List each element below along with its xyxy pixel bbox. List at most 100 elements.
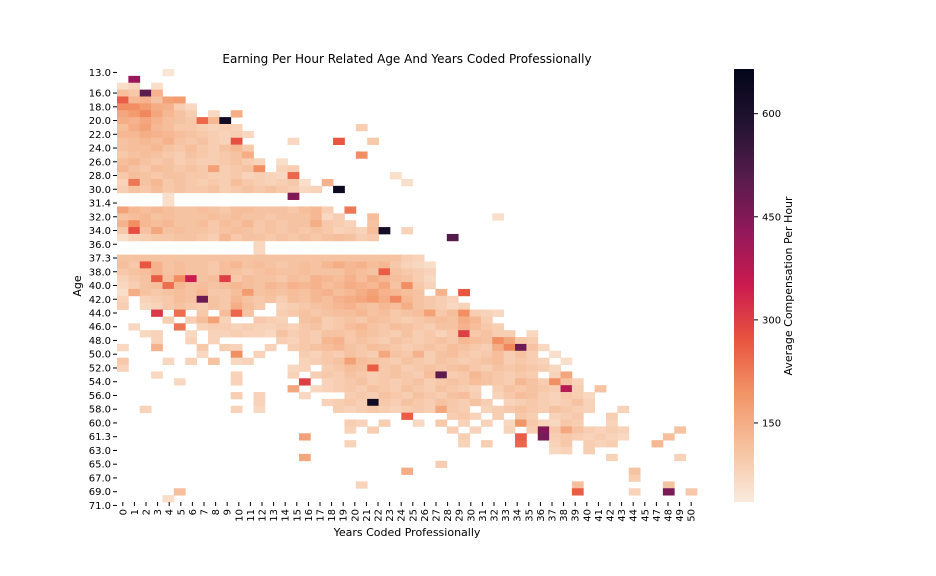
- heatmap-cell: [128, 130, 141, 139]
- heatmap-cell: [276, 288, 288, 297]
- heatmap-cell: [196, 295, 209, 304]
- heatmap-cell: [412, 357, 425, 365]
- heatmap-cell: [219, 288, 232, 297]
- heatmap-cell: [162, 288, 175, 297]
- heatmap-cell: [298, 309, 311, 317]
- heatmap-cell: [128, 282, 141, 290]
- heatmap-cell: [196, 227, 209, 235]
- heatmap-cell: [276, 185, 288, 194]
- heatmap-cell: [435, 460, 448, 469]
- heatmap-cell: [515, 419, 527, 427]
- heatmap-cell: [458, 440, 470, 448]
- heatmap-cell: [253, 185, 266, 194]
- x-tick-label: 13: [269, 509, 280, 522]
- x-tick-label: 48: [664, 509, 675, 522]
- heatmap-cell: [207, 185, 220, 194]
- heatmap-cell: [173, 268, 186, 276]
- x-tick-label: 0: [118, 509, 129, 515]
- heatmap-cell: [219, 178, 232, 187]
- heatmap-cell: [367, 337, 379, 345]
- heatmap-cell: [185, 137, 198, 145]
- heatmap-cell: [435, 378, 448, 386]
- heatmap-cell: [424, 302, 436, 310]
- heatmap-cell: [492, 412, 505, 420]
- heatmap-cell: [389, 172, 402, 180]
- heatmap-cell: [230, 371, 243, 379]
- heatmap-cell: [207, 302, 220, 310]
- heatmap-cell: [298, 392, 311, 400]
- heatmap-cell: [537, 398, 550, 407]
- heatmap-cell: [674, 453, 687, 462]
- heatmap-cell: [469, 426, 482, 434]
- x-tick-label: 35: [524, 509, 535, 522]
- heatmap-cell: [389, 343, 402, 352]
- heatmap-cell: [412, 282, 425, 290]
- x-tick-label: 47: [652, 509, 663, 522]
- heatmap-cell: [117, 117, 129, 125]
- heatmap-cell: [253, 268, 266, 276]
- heatmap-cell: [571, 481, 584, 489]
- heatmap-cell: [583, 447, 596, 455]
- heatmap-cell: [355, 282, 368, 290]
- heatmap-cell: [173, 96, 186, 104]
- heatmap-cell: [549, 371, 561, 379]
- heatmap-cell: [435, 337, 448, 345]
- heatmap-cell: [560, 392, 573, 400]
- heatmap-cell: [321, 261, 334, 269]
- x-tick-label: 49: [675, 509, 686, 522]
- heatmap-cell: [367, 137, 379, 145]
- heatmap-cell: [389, 302, 402, 310]
- heatmap-cell: [503, 378, 516, 386]
- heatmap-cell: [321, 213, 334, 221]
- heatmap-cell: [287, 343, 300, 352]
- heatmap-cell: [287, 165, 300, 173]
- heatmap-cell: [253, 233, 266, 242]
- heatmap-cell: [162, 261, 175, 269]
- heatmap-cell: [242, 295, 254, 304]
- heatmap-cell: [242, 178, 254, 187]
- heatmap-cell: [480, 309, 493, 317]
- chart-title: Earning Per Hour Related Age And Years C…: [222, 52, 591, 66]
- heatmap-cell: [310, 343, 323, 352]
- heatmap-cell: [458, 330, 470, 338]
- heatmap-cell: [128, 206, 141, 214]
- heatmap-cell: [230, 295, 243, 304]
- heatmap-cell: [276, 178, 288, 187]
- heatmap-cell: [344, 233, 357, 242]
- heatmap-cell: [185, 117, 198, 125]
- x-tick-label: 11: [246, 509, 257, 522]
- heatmap-cell: [458, 350, 470, 359]
- heatmap-cell: [503, 337, 516, 345]
- heatmap-cell: [378, 295, 391, 304]
- heatmap-cell: [355, 261, 368, 269]
- heatmap-cell: [321, 357, 334, 365]
- heatmap-cell: [151, 144, 163, 152]
- heatmap-cell: [480, 343, 493, 352]
- heatmap-cell: [242, 165, 254, 173]
- heatmap-cell: [173, 172, 186, 180]
- heatmap-cell: [617, 433, 630, 441]
- heatmap-cell: [560, 412, 573, 420]
- heatmap-cell: [253, 178, 266, 187]
- heatmap-cell: [537, 357, 550, 365]
- heatmap-cell: [446, 316, 459, 324]
- heatmap-cell: [617, 405, 630, 414]
- heatmap-cell: [389, 275, 402, 283]
- heatmap-cell: [378, 371, 391, 379]
- heatmap-cell: [173, 288, 186, 297]
- heatmap-cell: [196, 220, 209, 228]
- heatmap-cell: [344, 275, 357, 283]
- y-tick-label: 61.3: [89, 432, 111, 443]
- heatmap-cell: [344, 378, 357, 386]
- heatmap-cell: [344, 371, 357, 379]
- heatmap-cell: [185, 302, 198, 310]
- heatmap-cell: [185, 144, 198, 152]
- heatmap-cell: [287, 337, 300, 345]
- heatmap-cell: [173, 137, 186, 145]
- y-axis-ticks: 13.0 16.0 18.0 20.0 22.0 24.0 26.0 28.0 30.0 31.4…: [89, 68, 117, 512]
- heatmap-cell: [253, 295, 266, 304]
- heatmap-cell: [151, 337, 163, 345]
- y-tick-label: 54.0: [89, 377, 111, 388]
- heatmap-cell: [389, 371, 402, 379]
- heatmap-cell: [242, 220, 254, 228]
